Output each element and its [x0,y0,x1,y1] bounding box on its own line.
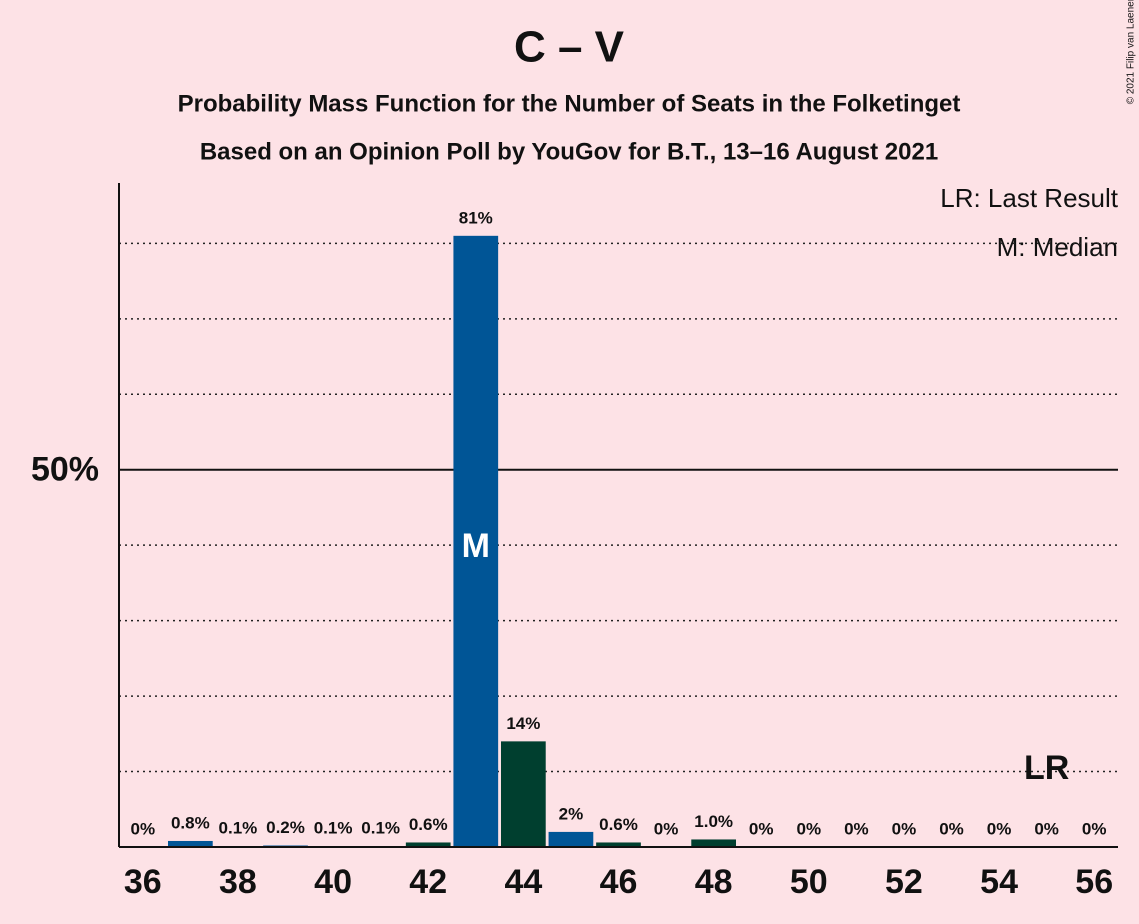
y-tick-label: 50% [31,451,99,489]
chart-subtitle: Probability Mass Function for the Number… [178,90,961,117]
value-label: 0% [844,819,869,838]
x-tick-label: 42 [409,863,447,901]
value-label: 0% [892,819,917,838]
x-tick-label: 36 [124,863,162,901]
value-label: 0% [130,819,155,838]
x-tick-label: 40 [314,863,352,901]
bar [453,235,499,847]
value-label: 0.2% [266,818,305,837]
value-label: 0% [987,819,1012,838]
value-label: 0.1% [314,819,353,838]
copyright: © 2021 Filip van Laenen [1126,0,1137,104]
value-label: 14% [506,714,540,733]
value-label: 0.6% [599,815,638,834]
value-label: 0% [1082,819,1107,838]
legend-entry: M: Median [997,232,1118,262]
value-label: 0% [1034,819,1059,838]
bar [596,842,641,847]
x-tick-label: 50 [790,863,828,901]
bar [691,839,737,847]
value-label: 0% [749,819,774,838]
value-label: 1.0% [694,812,733,831]
value-label: 0.1% [219,819,258,838]
value-label: 0.6% [409,815,448,834]
x-tick-label: 48 [695,863,733,901]
value-label: 0% [654,819,679,838]
value-label: 0.1% [361,819,400,838]
value-label: 0.8% [171,813,210,832]
bar [500,741,546,847]
median-marker: M [462,527,490,565]
bar [548,831,594,847]
value-label: 0% [796,819,821,838]
x-tick-label: 54 [980,863,1018,901]
chart-title: C – V [514,23,625,72]
x-tick-label: 44 [504,863,542,901]
chart-subtitle: Based on an Opinion Poll by YouGov for B… [200,138,938,165]
x-tick-label: 46 [600,863,638,901]
bar [167,840,213,847]
x-tick-label: 38 [219,863,257,901]
value-label: 2% [559,804,584,823]
legend-entry: LR: Last Result [940,183,1119,213]
value-label: 81% [459,208,493,227]
x-tick-label: 56 [1075,863,1113,901]
last-result-marker: LR [1024,749,1069,787]
x-tick-label: 52 [885,863,923,901]
value-label: 0% [939,819,964,838]
bar [405,842,451,847]
